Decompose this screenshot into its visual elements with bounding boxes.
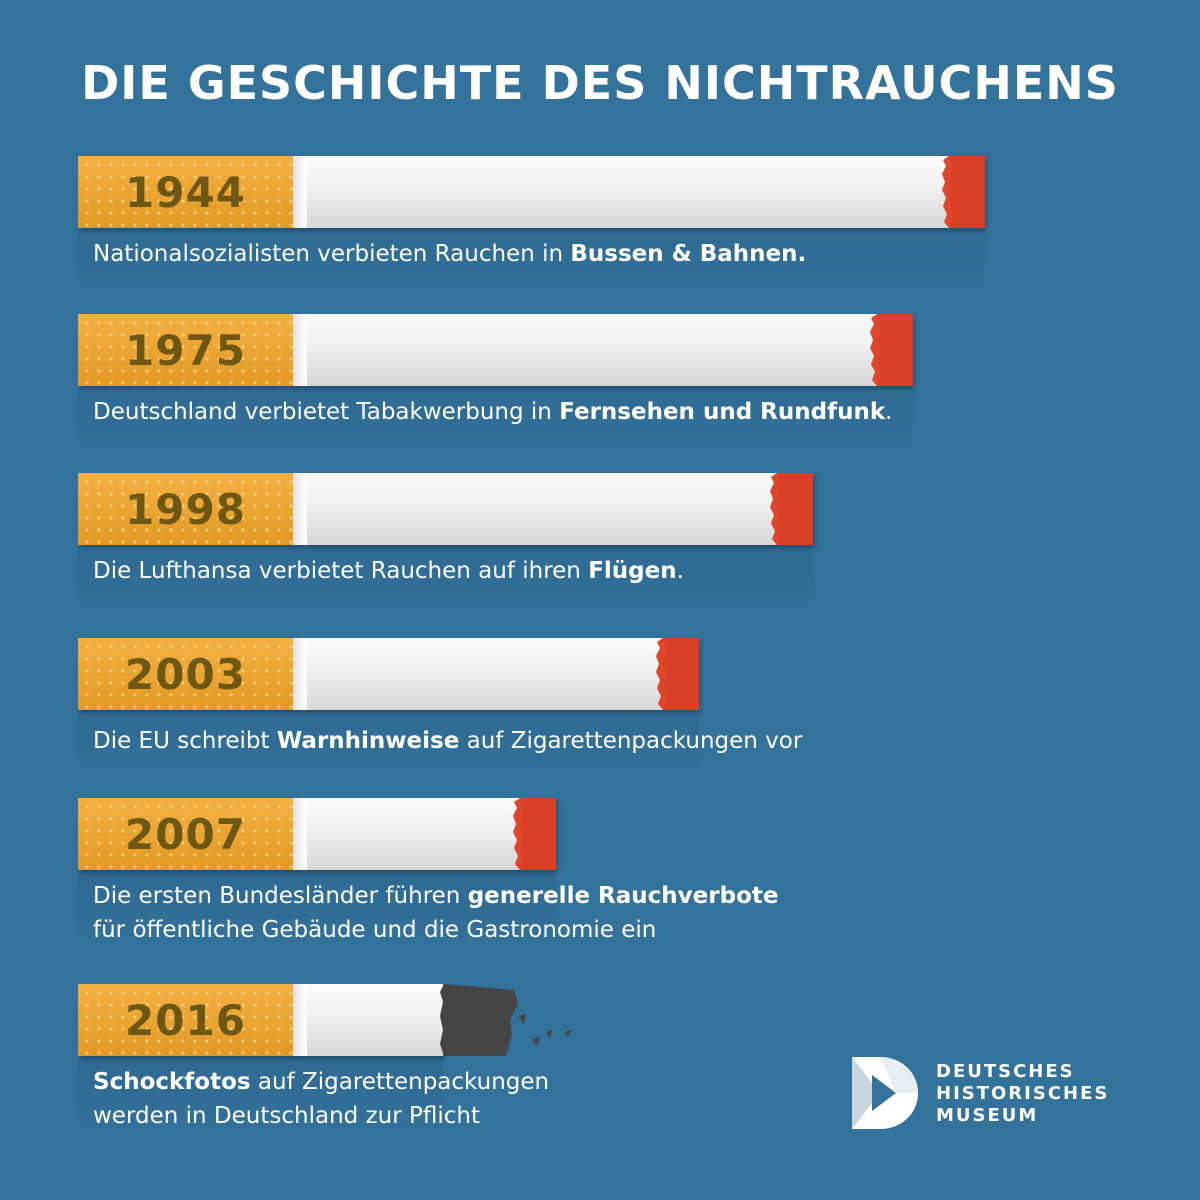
caption-highlight: Flügen — [588, 558, 677, 584]
paper-edge — [293, 473, 307, 545]
cigarette-filter — [78, 798, 293, 870]
burning-tip-icon — [942, 156, 985, 228]
cigarette-filter — [78, 638, 293, 710]
entry-caption: Schockfotos auf Zigarettenpackungen werde… — [93, 1065, 549, 1133]
burning-tip-icon — [770, 473, 813, 545]
cigarette-filter — [78, 156, 293, 228]
paper-edge — [293, 156, 307, 228]
paper-edge — [293, 984, 307, 1056]
year-label: 2016 — [125, 996, 246, 1045]
caption-text: Nationalsozialisten verbieten Rauchen in — [93, 241, 571, 267]
caption-highlight: Warnhinweise — [276, 728, 460, 754]
cigarette-paper — [293, 984, 443, 1056]
burning-tip-icon — [513, 798, 556, 870]
caption-text: Die Lufthansa verbietet Rauchen auf ihre… — [93, 558, 589, 584]
cigarette: 2007 — [78, 798, 556, 870]
cigarette-paper — [293, 798, 556, 870]
caption-highlight: Schockfotos — [93, 1069, 251, 1095]
caption-text: auf Zigarettenpackungen vor — [459, 728, 803, 754]
logo-line: DEUTSCHES — [936, 1061, 1075, 1082]
cigarette: 1975 — [78, 314, 913, 386]
paper-edge — [293, 638, 307, 710]
caption-text-line2: für öffentliche Gebäude und die Gastrono… — [93, 917, 657, 943]
caption-text: Die ersten Bundesländer führen — [93, 883, 468, 909]
year-label: 1998 — [125, 485, 246, 534]
cigarette: 2016 — [78, 984, 443, 1056]
caption-text-line2: werden in Deutschland zur Pflicht — [93, 1103, 480, 1129]
logo-line: MUSEUM — [936, 1105, 1039, 1126]
ash-icon — [440, 984, 572, 1056]
caption-text: . — [676, 558, 684, 584]
entry-caption: Die EU schreibt Warnhinweise auf Zigaret… — [93, 724, 802, 758]
entry-caption: Nationalsozialisten verbieten Rauchen in… — [93, 237, 806, 271]
logo-line: HISTORISCHES — [936, 1083, 1110, 1104]
cigarette: 1944 — [78, 156, 985, 228]
cigarette-filter — [78, 314, 293, 386]
entry-caption: Deutschland verbietet Tabakwerbung in Fe… — [93, 395, 892, 429]
caption-text: Deutschland verbietet Tabakwerbung in — [93, 399, 560, 425]
year-label: 2003 — [125, 650, 246, 699]
year-label: 1975 — [125, 326, 246, 375]
year-label: 1944 — [125, 168, 246, 217]
caption-highlight: Fernsehen und Rundfunk — [559, 399, 886, 425]
year-label: 2007 — [125, 810, 246, 859]
paper-edge — [293, 314, 307, 386]
burning-tip-icon — [870, 314, 913, 386]
cigarette-paper — [293, 473, 813, 545]
caption-highlight: Bussen & Bahnen. — [570, 241, 807, 267]
cigarette-filter — [78, 984, 293, 1056]
page-title: DIE GESCHICHTE DES NICHTRAUCHENS — [81, 56, 1119, 110]
cigarette: 2003 — [78, 638, 699, 710]
caption-text: Die EU schreibt — [93, 728, 277, 754]
cigarette-paper — [293, 314, 913, 386]
museum-logo-icon — [852, 1057, 918, 1129]
museum-logo-text: DEUTSCHES HISTORISCHES MUSEUM — [936, 1061, 1109, 1127]
entry-caption: Die Lufthansa verbietet Rauchen auf ihre… — [93, 554, 684, 588]
burning-tip-icon — [656, 638, 699, 710]
paper-edge — [293, 798, 307, 870]
caption-text: . — [885, 399, 893, 425]
cigarette-paper — [293, 156, 985, 228]
museum-logo: DEUTSCHES HISTORISCHES MUSEUM — [850, 1055, 1150, 1135]
entry-caption: Die ersten Bundesländer führen generelle… — [93, 879, 778, 947]
cigarette-paper — [293, 638, 699, 710]
caption-text: auf Zigarettenpackungen — [250, 1069, 550, 1095]
cigarette-filter — [78, 473, 293, 545]
cigarette: 1998 — [78, 473, 813, 545]
caption-highlight: generelle Rauchverbote — [467, 883, 779, 909]
